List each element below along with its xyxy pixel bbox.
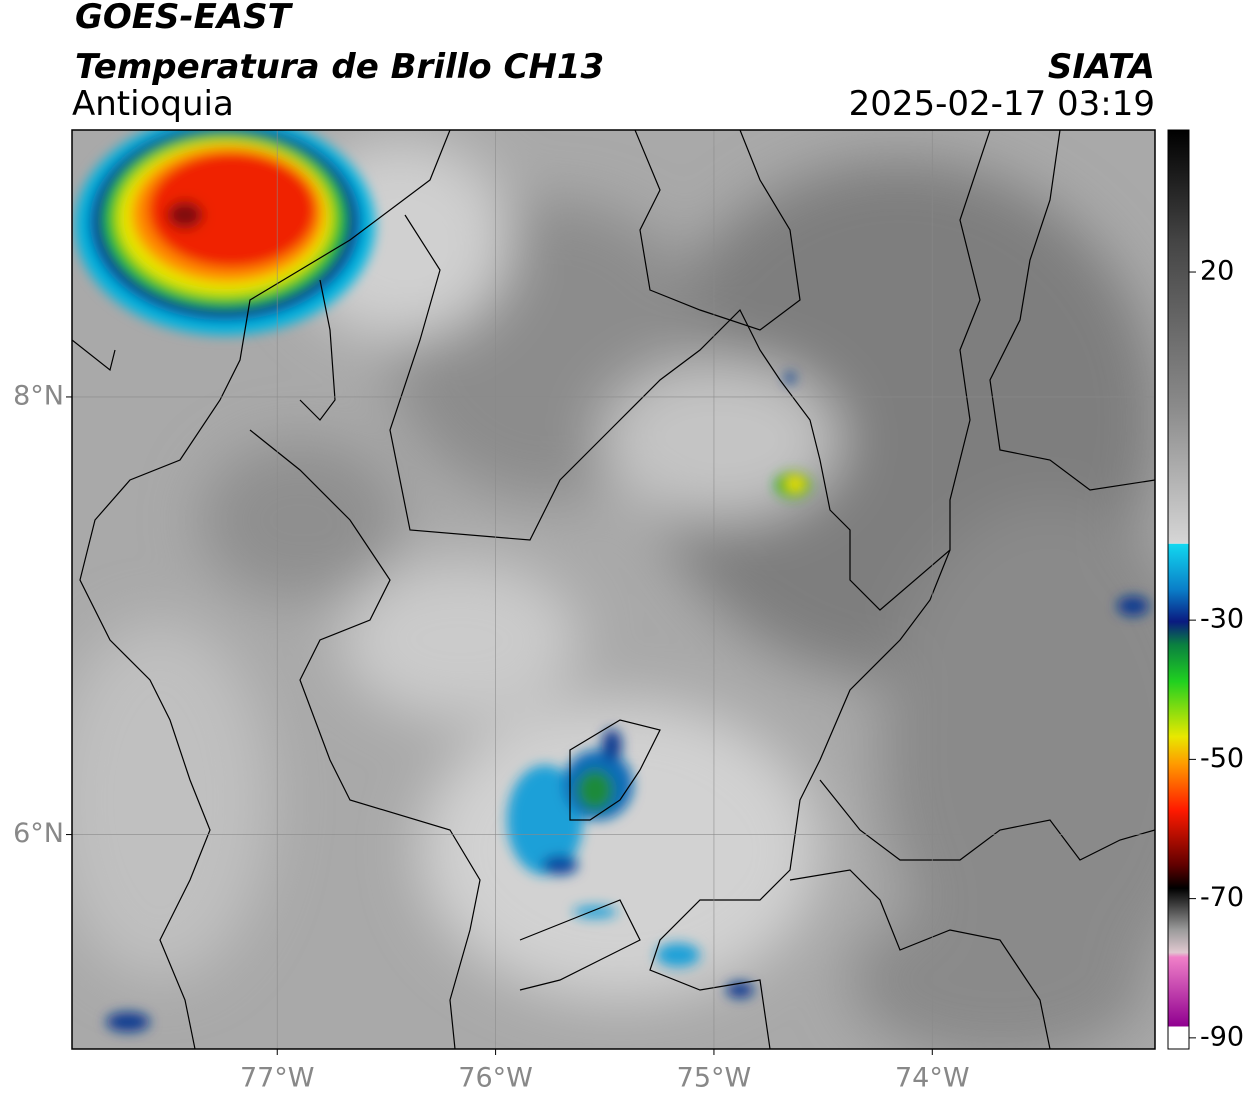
- y-tick-label: 6°N: [13, 818, 64, 849]
- colorbar-tick-label: -50: [1200, 743, 1244, 774]
- region: Antioquia: [72, 84, 234, 124]
- map-frame: [71, 129, 1156, 1050]
- satellite-image: [72, 130, 1155, 1049]
- colorbar-tick-label: -90: [1200, 1021, 1244, 1052]
- x-tick-label: 74°W: [895, 1063, 970, 1094]
- x-tick-label: 76°W: [458, 1063, 533, 1094]
- datetime: 2025-02-17 03:19: [849, 84, 1155, 124]
- subtitle: Temperatura de Brillo CH13: [75, 47, 604, 87]
- x-tick-label: 77°W: [240, 1063, 315, 1094]
- colorbar: [1167, 129, 1190, 1050]
- colorbar-tick-label: -30: [1200, 604, 1244, 635]
- colorbar-tick-label: 20: [1200, 256, 1234, 287]
- title: GOES-EAST: [75, 0, 294, 37]
- x-tick-label: 75°W: [677, 1063, 752, 1094]
- source: SIATA: [1048, 47, 1155, 87]
- colorbar-tick-label: -70: [1200, 882, 1244, 913]
- y-tick-label: 8°N: [13, 380, 64, 411]
